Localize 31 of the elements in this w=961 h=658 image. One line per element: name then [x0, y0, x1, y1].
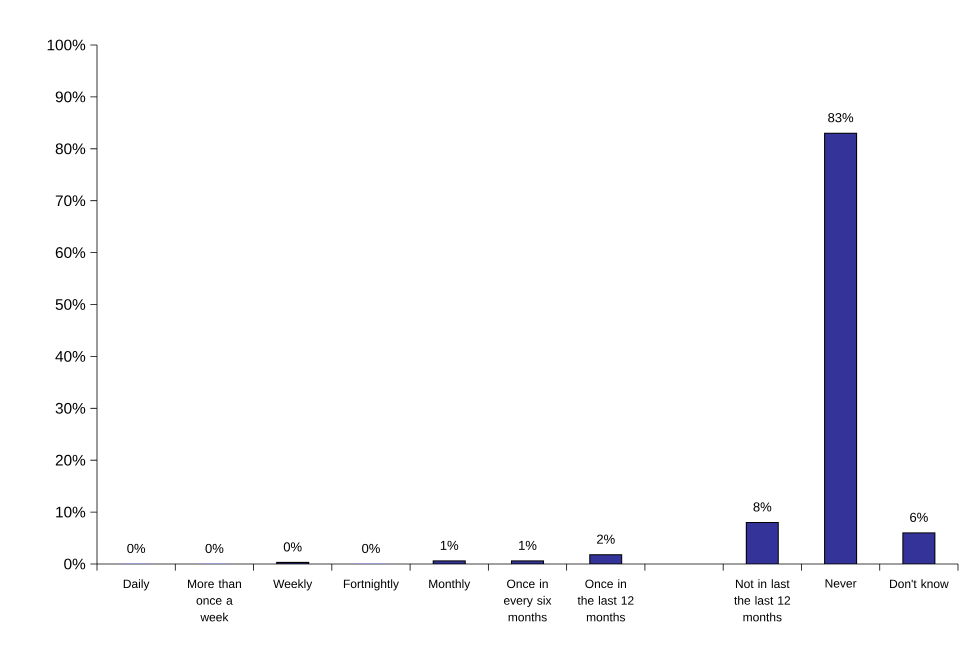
y-tick-label: 90% — [56, 91, 86, 102]
x-tick-label: Once in the last 12 months — [578, 579, 634, 622]
y-tick-label: 50% — [56, 299, 86, 310]
x-tick-label: Weekly — [273, 579, 312, 590]
x-tick-label: Daily — [124, 579, 150, 590]
data-label: 0% — [284, 542, 302, 552]
x-tick-label: More than once a week — [188, 579, 241, 622]
y-tick-label: 20% — [56, 454, 86, 466]
y-tick-label: 100% — [48, 40, 86, 50]
x-tick-label: Not in last the last 12 months — [734, 579, 790, 622]
y-tick-label: 60% — [56, 247, 86, 258]
y-tick-label: 70% — [56, 195, 86, 206]
data-label: 2% — [597, 534, 615, 544]
y-tick-label: 30% — [56, 402, 86, 414]
data-label: 83% — [828, 113, 854, 122]
data-label: 8% — [753, 502, 772, 512]
x-tick-label: Fortnightly — [344, 579, 399, 590]
data-label: 1% — [440, 540, 458, 550]
data-label: 1% — [519, 540, 536, 550]
y-tick-label: 80% — [56, 143, 86, 154]
x-tick-label: Don't know — [890, 579, 949, 588]
x-tick-label: Never — [826, 579, 856, 588]
y-tick-label: 10% — [56, 506, 86, 518]
x-tick-label: Monthly — [429, 579, 470, 590]
y-tick-label: 40% — [55, 350, 86, 362]
data-label: 0% — [206, 544, 224, 554]
data-label: 0% — [127, 544, 146, 554]
x-tick-label: Once in every six months — [504, 579, 552, 622]
y-tick-label: 0% — [64, 558, 86, 570]
data-label: 0% — [362, 544, 380, 554]
data-label: 6% — [910, 512, 928, 522]
